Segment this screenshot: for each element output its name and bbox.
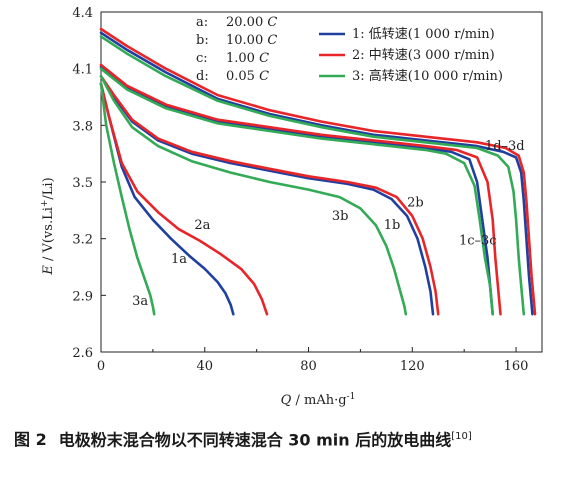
rate-unit: C bbox=[267, 33, 277, 48]
x-axis-var: Q bbox=[281, 393, 292, 408]
curve-1b bbox=[99, 74, 435, 316]
annotation-2a: 2a bbox=[194, 218, 210, 233]
rate-number: 20.00 bbox=[226, 15, 267, 30]
y-axis-var: E bbox=[41, 265, 56, 276]
curve-annotations: 3a 1a 2a 3b 1b 2b 1c–3c 1d–3d bbox=[132, 139, 524, 309]
x-axis-title: Q / mAh·g-1 bbox=[281, 392, 356, 408]
curve-3a bbox=[99, 82, 156, 316]
curve-3d bbox=[99, 35, 526, 316]
y-tick-label: 3.2 bbox=[72, 233, 93, 248]
rate-value: 0.05 C bbox=[226, 69, 269, 84]
annotation-2b: 2b bbox=[407, 196, 424, 211]
annotation-3a: 3a bbox=[132, 294, 148, 309]
rate-key: a: bbox=[196, 15, 208, 30]
y-tick-label: 4.4 bbox=[72, 6, 93, 21]
x-tick-label: 120 bbox=[400, 359, 425, 374]
rate-value: 10.00 C bbox=[226, 33, 277, 48]
legend-label-3: 3: 高转速(10 000 r/min) bbox=[352, 68, 503, 84]
rate-number: 1.00 bbox=[226, 51, 259, 66]
x-tick-label: 0 bbox=[97, 359, 105, 374]
rate-legend: a: 20.00 Cb: 10.00 Cc: 1.00 Cd: 0.05 C bbox=[196, 15, 277, 84]
discharge-curves bbox=[99, 27, 537, 316]
y-tick-label: 2.6 bbox=[72, 346, 93, 361]
y-tick-label: 3.8 bbox=[72, 119, 93, 134]
annotation-1d3d: 1d–3d bbox=[485, 139, 525, 154]
rate-value: 20.00 C bbox=[226, 15, 277, 30]
rate-unit: C bbox=[259, 51, 269, 66]
curve-2a bbox=[99, 82, 269, 316]
y-axis-unit: / V(vs.Li bbox=[41, 207, 56, 265]
x-tick-label: 80 bbox=[300, 359, 317, 374]
x-axis-unit: / mAh·g bbox=[291, 393, 346, 408]
rate-number: 10.00 bbox=[226, 33, 267, 48]
rate-key: b: bbox=[196, 33, 209, 48]
curve-3c bbox=[99, 67, 494, 316]
curve-2b bbox=[99, 74, 440, 316]
rate-number: 0.05 bbox=[226, 69, 259, 84]
caption-text: 电极粉末混合物以不同转速混合 30 min 后的放电曲线 bbox=[58, 430, 452, 450]
y-tick-label: 3.5 bbox=[72, 176, 93, 191]
annotation-1b: 1b bbox=[384, 218, 401, 233]
y-axis-tail: /Li) bbox=[41, 177, 56, 199]
annotation-1c3c: 1c–3c bbox=[459, 233, 497, 248]
figure-caption: 图 2 电极粉末混合物以不同转速混合 30 min 后的放电曲线[10] bbox=[14, 422, 574, 455]
series-legend: 1: 低转速(1 000 r/min) 2: 中转速(3 000 r/min) 3:… bbox=[319, 27, 503, 84]
y-tick-label: 4.1 bbox=[72, 63, 93, 78]
legend-label-2: 2: 中转速(3 000 r/min) bbox=[352, 48, 495, 63]
y-axis-title: E / V(vs.Li+/Li) bbox=[40, 177, 56, 275]
rate-unit: C bbox=[259, 69, 269, 84]
curve-1c bbox=[99, 65, 494, 316]
rate-key: d: bbox=[196, 69, 209, 84]
curve-2d bbox=[99, 27, 537, 316]
annotation-1a: 1a bbox=[171, 252, 187, 267]
y-axis-sup: + bbox=[40, 200, 50, 208]
annotation-3b: 3b bbox=[332, 209, 349, 224]
curve-3b bbox=[99, 74, 408, 316]
rate-key: c: bbox=[196, 51, 208, 66]
x-tick-label: 40 bbox=[196, 359, 213, 374]
rate-value: 1.00 C bbox=[226, 51, 269, 66]
x-tick-label: 160 bbox=[504, 359, 529, 374]
caption-reference: [10] bbox=[451, 431, 472, 442]
y-tick-label: 2.9 bbox=[72, 289, 93, 304]
legend-label-1: 1: 低转速(1 000 r/min) bbox=[352, 27, 495, 42]
plot-axes: 0 40 80 120 160 2.6 2.9 3.2 3.5 3.8 4.1 4.4 bbox=[72, 6, 543, 374]
curve-2c bbox=[99, 63, 502, 316]
figure-number: 图 2 bbox=[14, 430, 47, 450]
curve-1d bbox=[99, 31, 534, 316]
rate-unit: C bbox=[267, 15, 277, 30]
x-axis-exp: -1 bbox=[347, 392, 356, 402]
